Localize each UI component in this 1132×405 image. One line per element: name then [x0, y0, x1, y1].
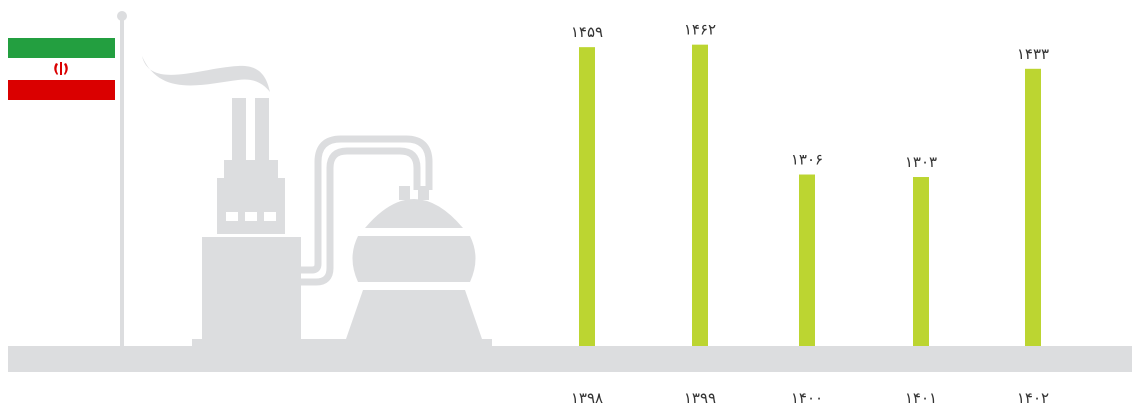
ground-strip — [8, 346, 1132, 372]
bar-1 — [692, 44, 708, 347]
category-label-2: ۱۴۰۰ — [791, 389, 823, 405]
bar-series — [579, 44, 1041, 347]
value-labels: ۱۴۵۹ ۱۴۶۲ ۱۳۰۶ ۱۳۰۳ ۱۴۳۳ — [571, 21, 1049, 171]
category-label-3: ۱۴۰۱ — [905, 389, 937, 405]
value-label-0: ۱۴۵۹ — [571, 23, 603, 41]
storage-tank-icon — [346, 186, 482, 339]
bar-4 — [1025, 68, 1041, 347]
pipe-icon — [301, 135, 433, 286]
value-label-4: ۱۴۳۳ — [1017, 45, 1049, 63]
category-label-1: ۱۳۹۹ — [684, 389, 716, 405]
flagpole-icon — [117, 11, 127, 346]
iran-flag-icon — [8, 38, 115, 100]
value-label-1: ۱۴۶۲ — [684, 21, 716, 39]
value-label-3: ۱۳۰۳ — [905, 153, 937, 171]
bar-3 — [913, 177, 929, 346]
factory-icon — [142, 56, 492, 348]
category-label-0: ۱۳۹۸ — [571, 389, 603, 405]
category-label-4: ۱۴۰۲ — [1017, 389, 1049, 405]
category-labels: ۱۳۹۸ ۱۳۹۹ ۱۴۰۰ ۱۴۰۱ ۱۴۰۲ — [571, 389, 1049, 405]
bar-0 — [579, 47, 595, 346]
bar-2 — [799, 174, 815, 346]
value-label-2: ۱۳۰۶ — [791, 151, 823, 169]
